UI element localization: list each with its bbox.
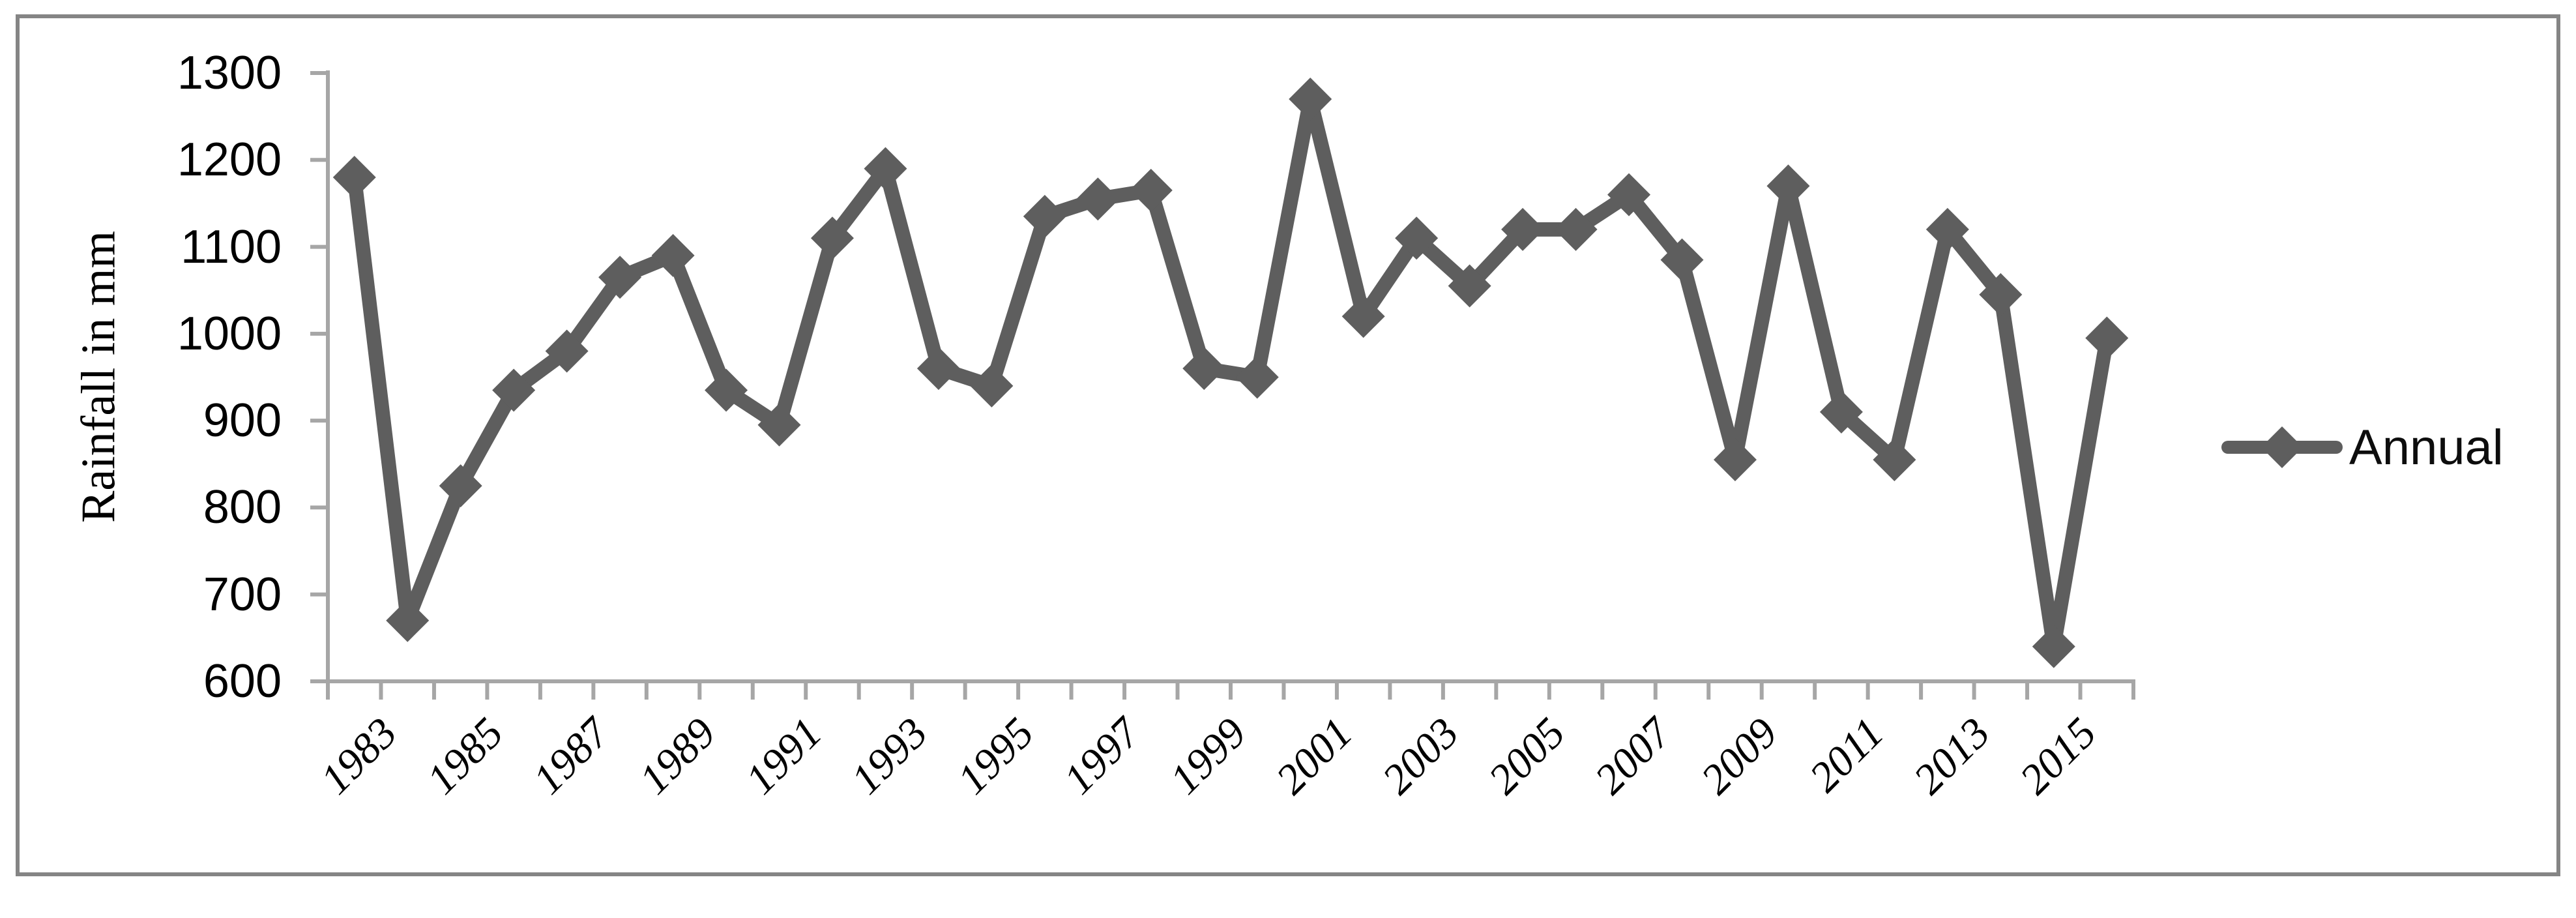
y-tick-label: 1300 bbox=[177, 47, 282, 99]
data-point-diamond bbox=[1554, 207, 1598, 251]
data-point-diamond bbox=[439, 464, 482, 508]
data-point-diamond bbox=[1819, 390, 1863, 434]
data-point-diamond bbox=[386, 599, 430, 642]
data-point-diamond bbox=[1448, 264, 1491, 308]
y-tick-label: 600 bbox=[203, 655, 282, 707]
data-point-diamond bbox=[705, 368, 748, 412]
legend-line-marker-icon bbox=[2221, 426, 2343, 468]
data-point-diamond bbox=[1607, 173, 1651, 216]
data-point-diamond bbox=[651, 233, 695, 277]
data-point-diamond bbox=[757, 403, 801, 447]
legend-diamond-icon bbox=[2261, 426, 2303, 468]
y-tick-label: 700 bbox=[203, 568, 282, 621]
data-point-diamond bbox=[1713, 438, 1757, 482]
legend-label: Annual bbox=[2349, 419, 2504, 475]
data-point-diamond bbox=[545, 329, 589, 373]
data-point-diamond bbox=[2032, 625, 2075, 668]
data-point-diamond bbox=[1925, 207, 1969, 251]
data-point-diamond bbox=[1182, 347, 1226, 391]
data-point-diamond bbox=[598, 256, 642, 299]
data-point-diamond bbox=[970, 364, 1014, 407]
legend: Annual bbox=[2221, 415, 2504, 480]
data-point-diamond bbox=[1129, 168, 1173, 212]
data-point-diamond bbox=[810, 216, 854, 260]
data-point-diamond bbox=[492, 368, 536, 412]
data-point-diamond bbox=[1501, 207, 1545, 251]
data-point-diamond bbox=[1766, 164, 1810, 208]
y-tick-label: 1200 bbox=[177, 134, 282, 186]
y-tick-label: 1000 bbox=[177, 307, 282, 360]
y-tick-label: 900 bbox=[203, 394, 282, 447]
data-point-diamond bbox=[2085, 316, 2129, 360]
data-point-diamond bbox=[1873, 438, 1916, 482]
data-point-diamond bbox=[1341, 295, 1385, 338]
data-point-diamond bbox=[916, 347, 960, 391]
rainfall-line-chart: 600 700 800 900 1000 1100 1200 1300 1983 1985 198… bbox=[16, 14, 2560, 876]
chart-border bbox=[16, 14, 2560, 876]
annual-series-line bbox=[347, 91, 2115, 654]
data-point-diamond bbox=[1235, 355, 1279, 399]
data-point-diamond bbox=[1660, 238, 1704, 282]
y-tick-label: 1100 bbox=[181, 220, 282, 273]
data-point-diamond bbox=[332, 155, 376, 199]
data-point-diamond bbox=[864, 147, 907, 190]
data-point-diamond bbox=[1395, 216, 1439, 260]
data-point-diamond bbox=[1023, 194, 1066, 238]
y-tick-label: 800 bbox=[203, 481, 282, 534]
data-point-diamond bbox=[1289, 77, 1332, 121]
data-point-diamond bbox=[1076, 177, 1120, 221]
y-axis-title: Rainfall in mm bbox=[72, 230, 126, 524]
data-point-diamond bbox=[1979, 273, 2023, 316]
plot-area bbox=[310, 70, 2135, 700]
